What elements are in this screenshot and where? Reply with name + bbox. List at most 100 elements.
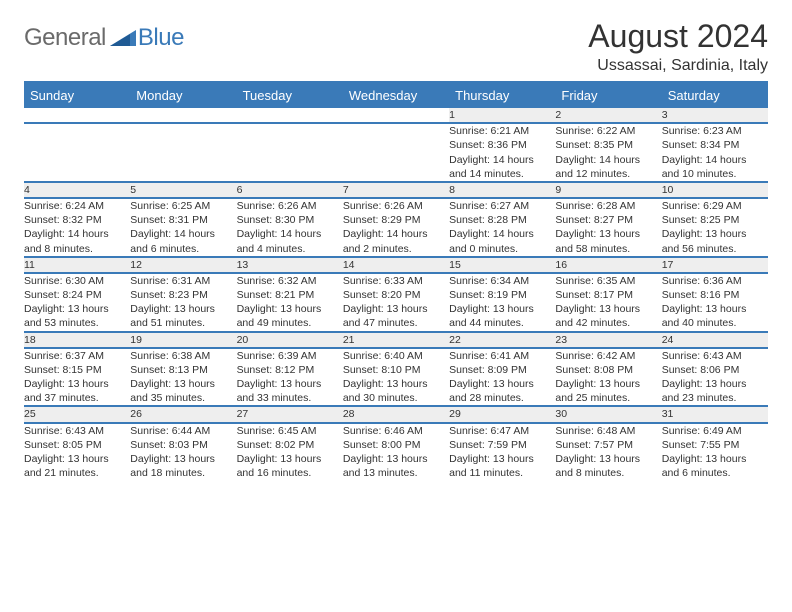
- day-detail-cell: Sunrise: 6:34 AMSunset: 8:19 PMDaylight:…: [449, 273, 555, 332]
- day-sunset: Sunset: 8:24 PM: [24, 288, 130, 302]
- page-title: August 2024: [588, 18, 768, 55]
- day-number-cell: 16: [555, 257, 661, 273]
- detail-row: Sunrise: 6:43 AMSunset: 8:05 PMDaylight:…: [24, 423, 768, 481]
- detail-row: Sunrise: 6:37 AMSunset: 8:15 PMDaylight:…: [24, 348, 768, 407]
- day-daylight1: Daylight: 13 hours: [237, 302, 343, 316]
- day-daylight1: Daylight: 14 hours: [449, 153, 555, 167]
- day-number-cell: 27: [237, 406, 343, 422]
- day-daylight2: and 13 minutes.: [343, 466, 449, 480]
- day-number-cell: 21: [343, 332, 449, 348]
- day-detail-cell: Sunrise: 6:40 AMSunset: 8:10 PMDaylight:…: [343, 348, 449, 407]
- day-detail-cell: Sunrise: 6:45 AMSunset: 8:02 PMDaylight:…: [237, 423, 343, 481]
- day-daylight1: Daylight: 13 hours: [662, 452, 768, 466]
- day-sunset: Sunset: 8:28 PM: [449, 213, 555, 227]
- day-number-cell: 19: [130, 332, 236, 348]
- day-sunset: Sunset: 8:13 PM: [130, 363, 236, 377]
- weekday-header: Monday: [130, 83, 236, 108]
- day-number-cell: 15: [449, 257, 555, 273]
- day-sunrise: Sunrise: 6:26 AM: [343, 199, 449, 213]
- day-daylight1: Daylight: 13 hours: [24, 452, 130, 466]
- day-daylight1: Daylight: 13 hours: [555, 302, 661, 316]
- day-detail-cell: Sunrise: 6:42 AMSunset: 8:08 PMDaylight:…: [555, 348, 661, 407]
- day-number-cell: 9: [555, 182, 661, 198]
- day-sunrise: Sunrise: 6:40 AM: [343, 349, 449, 363]
- day-detail-cell: Sunrise: 6:46 AMSunset: 8:00 PMDaylight:…: [343, 423, 449, 481]
- day-daylight1: Daylight: 14 hours: [662, 153, 768, 167]
- day-sunrise: Sunrise: 6:21 AM: [449, 124, 555, 138]
- day-sunset: Sunset: 8:27 PM: [555, 213, 661, 227]
- day-sunset: Sunset: 8:35 PM: [555, 138, 661, 152]
- day-sunset: Sunset: 8:30 PM: [237, 213, 343, 227]
- day-number-cell: 18: [24, 332, 130, 348]
- day-daylight2: and 6 minutes.: [130, 242, 236, 256]
- day-sunset: Sunset: 8:02 PM: [237, 438, 343, 452]
- day-daylight2: and 37 minutes.: [24, 391, 130, 405]
- day-sunset: Sunset: 8:36 PM: [449, 138, 555, 152]
- day-detail-cell: [343, 123, 449, 182]
- day-sunset: Sunset: 8:19 PM: [449, 288, 555, 302]
- title-block: August 2024 Ussassai, Sardinia, Italy: [588, 18, 768, 75]
- day-sunset: Sunset: 8:05 PM: [24, 438, 130, 452]
- day-daylight1: Daylight: 13 hours: [343, 377, 449, 391]
- day-daylight1: Daylight: 13 hours: [343, 452, 449, 466]
- daynum-row: 123: [24, 108, 768, 123]
- day-daylight1: Daylight: 13 hours: [555, 227, 661, 241]
- day-detail-cell: Sunrise: 6:43 AMSunset: 8:06 PMDaylight:…: [662, 348, 768, 407]
- day-sunset: Sunset: 8:25 PM: [662, 213, 768, 227]
- day-detail-cell: [24, 123, 130, 182]
- day-detail-cell: Sunrise: 6:25 AMSunset: 8:31 PMDaylight:…: [130, 198, 236, 257]
- header-row: General Blue August 2024 Ussassai, Sardi…: [24, 18, 768, 75]
- day-daylight2: and 18 minutes.: [130, 466, 236, 480]
- day-detail-cell: [237, 123, 343, 182]
- day-daylight1: Daylight: 14 hours: [237, 227, 343, 241]
- location-subtitle: Ussassai, Sardinia, Italy: [588, 57, 768, 75]
- day-daylight2: and 6 minutes.: [662, 466, 768, 480]
- day-sunrise: Sunrise: 6:38 AM: [130, 349, 236, 363]
- detail-row: Sunrise: 6:30 AMSunset: 8:24 PMDaylight:…: [24, 273, 768, 332]
- day-daylight1: Daylight: 13 hours: [449, 452, 555, 466]
- day-number-cell: 5: [130, 182, 236, 198]
- day-detail-cell: Sunrise: 6:28 AMSunset: 8:27 PMDaylight:…: [555, 198, 661, 257]
- day-daylight2: and 4 minutes.: [237, 242, 343, 256]
- day-sunrise: Sunrise: 6:43 AM: [662, 349, 768, 363]
- day-sunrise: Sunrise: 6:48 AM: [555, 424, 661, 438]
- day-daylight2: and 2 minutes.: [343, 242, 449, 256]
- day-number-cell: 26: [130, 406, 236, 422]
- day-daylight1: Daylight: 13 hours: [24, 377, 130, 391]
- day-sunset: Sunset: 8:31 PM: [130, 213, 236, 227]
- day-daylight1: Daylight: 13 hours: [130, 452, 236, 466]
- day-daylight2: and 35 minutes.: [130, 391, 236, 405]
- day-number-cell: [130, 108, 236, 123]
- day-daylight1: Daylight: 13 hours: [662, 302, 768, 316]
- day-sunrise: Sunrise: 6:45 AM: [237, 424, 343, 438]
- daynum-row: 18192021222324: [24, 332, 768, 348]
- day-sunrise: Sunrise: 6:28 AM: [555, 199, 661, 213]
- day-sunset: Sunset: 8:17 PM: [555, 288, 661, 302]
- day-daylight2: and 47 minutes.: [343, 316, 449, 330]
- day-number-cell: 1: [449, 108, 555, 123]
- day-number-cell: [24, 108, 130, 123]
- day-daylight1: Daylight: 14 hours: [343, 227, 449, 241]
- weekday-header: Wednesday: [343, 83, 449, 108]
- day-daylight2: and 8 minutes.: [555, 466, 661, 480]
- day-daylight1: Daylight: 13 hours: [662, 377, 768, 391]
- day-detail-cell: Sunrise: 6:48 AMSunset: 7:57 PMDaylight:…: [555, 423, 661, 481]
- weekday-header: Tuesday: [237, 83, 343, 108]
- calendar-body: 123Sunrise: 6:21 AMSunset: 8:36 PMDaylig…: [24, 108, 768, 480]
- day-number-cell: 7: [343, 182, 449, 198]
- day-daylight1: Daylight: 13 hours: [449, 302, 555, 316]
- day-sunrise: Sunrise: 6:43 AM: [24, 424, 130, 438]
- brand-logo: General Blue: [24, 24, 184, 52]
- day-sunrise: Sunrise: 6:49 AM: [662, 424, 768, 438]
- day-detail-cell: Sunrise: 6:27 AMSunset: 8:28 PMDaylight:…: [449, 198, 555, 257]
- day-sunset: Sunset: 8:16 PM: [662, 288, 768, 302]
- day-sunset: Sunset: 8:29 PM: [343, 213, 449, 227]
- weekday-header-row: Sunday Monday Tuesday Wednesday Thursday…: [24, 83, 768, 108]
- day-daylight1: Daylight: 14 hours: [449, 227, 555, 241]
- day-number-cell: 30: [555, 406, 661, 422]
- day-sunrise: Sunrise: 6:37 AM: [24, 349, 130, 363]
- day-number-cell: 31: [662, 406, 768, 422]
- day-sunrise: Sunrise: 6:24 AM: [24, 199, 130, 213]
- day-number-cell: 13: [237, 257, 343, 273]
- day-sunset: Sunset: 8:34 PM: [662, 138, 768, 152]
